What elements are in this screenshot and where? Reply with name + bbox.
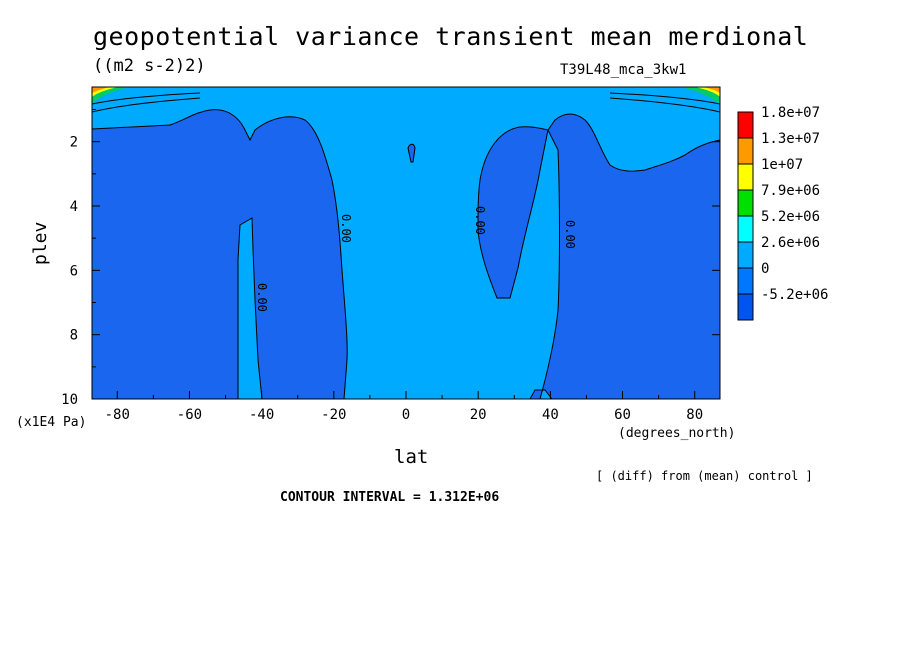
colorbar-swatch [737,111,754,139]
y-tick-label: 6 [70,263,78,279]
colorbar-swatch [737,241,754,269]
colorbar-label: 2.6e+06 [761,235,820,251]
contour-label-1: 0.00 [339,214,353,243]
y-tick-label: 10 [61,392,78,408]
x-tick-label: -40 [249,407,274,423]
negative-region-right [529,113,721,400]
contour-label-2: 0.00 [255,283,269,312]
colorbar-label: 5.2e+06 [761,209,820,225]
top-layer-region [92,87,720,100]
x-tick-label: 80 [686,407,703,423]
colorbar-swatch [737,293,754,321]
run-id-label: T39L48_mca_3kw1 [560,62,687,78]
x-axis: -80 -60 -40 -20 0 20 40 60 80 [105,391,703,423]
x-tick-label: 40 [542,407,559,423]
top-left-core-2 [92,87,110,93]
negative-region-mid [477,126,549,299]
y-axis: 2 4 6 8 10 [61,109,720,408]
x-tick-label: -60 [177,407,202,423]
colorbar-swatch [737,163,754,191]
colorbar-swatch [737,215,754,243]
y-tick-label: 8 [70,328,78,344]
colorbar-label: 7.9e+06 [761,183,820,199]
x-tick-label: -80 [105,407,130,423]
x-tick-label: -20 [321,407,346,423]
negative-region-left [91,109,348,400]
colorbar-label: 1.3e+07 [761,131,820,147]
contour-label-3: 0.00 [473,206,487,235]
colorbar: 1.8e+07 1.3e+07 1e+07 7.9e+06 5.2e+06 2.6e+06… [737,105,828,321]
colorbar-label: 1.8e+07 [761,105,820,121]
y-axis-units: (x1E4 Pa) [16,415,87,430]
contour-label-4: 0.00 [563,220,577,249]
x-axis-units: (degrees_north) [618,426,736,441]
chart-title: geopotential variance transient mean mer… [93,22,809,51]
colorbar-label: -5.2e+06 [761,287,828,303]
diff-note: [ (diff) from (mean) control ] [596,469,813,483]
top-right-core-2 [703,87,720,93]
colorbar-label: 0 [761,261,769,277]
x-axis-label: lat [394,446,429,468]
x-tick-label: 20 [470,407,487,423]
chart-units: ((m2 s-2)2) [93,56,206,76]
x-tick-label: 60 [614,407,631,423]
colorbar-label: 1e+07 [761,157,803,173]
top-left-contour [91,92,201,105]
colorbar-swatch [737,189,754,217]
x-tick-label: 0 [402,407,410,423]
contour-interval: CONTOUR INTERVAL = 1.312E+06 [280,490,500,505]
colorbar-swatch [737,267,754,295]
y-axis-label: plev [30,221,51,265]
top-right-contour [609,92,721,105]
negative-blob-equator [407,143,416,163]
top-right-contour-2 [609,97,721,113]
top-left-contour-2 [91,97,201,113]
y-tick-label: 2 [70,135,78,151]
y-tick-label: 4 [70,199,78,215]
colorbar-swatch [737,137,754,165]
